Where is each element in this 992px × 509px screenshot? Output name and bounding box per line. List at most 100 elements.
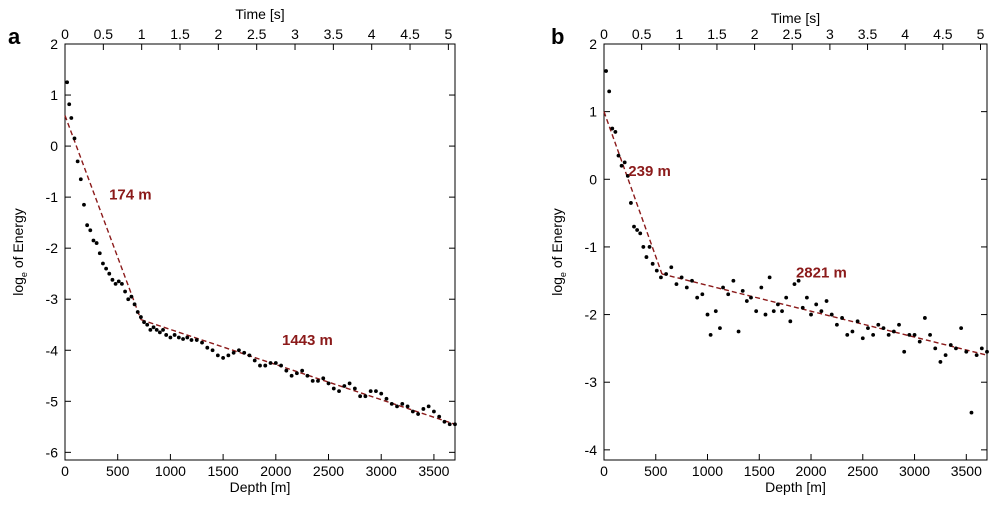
data-point bbox=[221, 356, 226, 360]
data-point bbox=[954, 346, 958, 351]
data-point bbox=[410, 409, 415, 414]
data-point bbox=[432, 409, 436, 414]
data-point bbox=[185, 335, 190, 340]
data-point bbox=[969, 410, 974, 415]
data-point bbox=[979, 346, 984, 351]
data-point bbox=[94, 241, 99, 245]
y-axis-label: loge of Energy bbox=[549, 208, 568, 296]
data-point bbox=[871, 332, 876, 337]
fit-line bbox=[603, 111, 663, 275]
data-point bbox=[625, 174, 630, 178]
y-tick-label: 2 bbox=[589, 36, 597, 52]
data-point bbox=[902, 349, 907, 354]
data-point bbox=[891, 329, 896, 334]
data-point bbox=[659, 275, 663, 280]
data-point bbox=[835, 322, 839, 327]
data-point bbox=[157, 330, 162, 335]
data-point bbox=[860, 336, 865, 341]
data-point bbox=[75, 159, 80, 164]
data-point bbox=[200, 340, 204, 345]
y-tick-label: -3 bbox=[585, 374, 598, 390]
data-point bbox=[792, 282, 797, 287]
data-point bbox=[294, 371, 299, 376]
data-point bbox=[749, 295, 753, 300]
data-point bbox=[252, 358, 257, 363]
top-tick-label: 1 bbox=[675, 26, 683, 42]
data-point bbox=[104, 266, 109, 271]
x-axis-label: Depth [m] bbox=[230, 479, 291, 495]
data-point bbox=[310, 378, 315, 383]
data-point bbox=[453, 422, 457, 427]
data-point bbox=[684, 285, 689, 290]
data-point bbox=[442, 419, 447, 424]
data-point bbox=[78, 177, 83, 182]
data-point bbox=[713, 309, 718, 314]
top-tick-label: 4 bbox=[368, 26, 376, 42]
data-point bbox=[176, 335, 181, 340]
top-tick-label: 2.5 bbox=[247, 26, 267, 42]
x-tick-label: 3000 bbox=[899, 463, 930, 479]
data-point bbox=[845, 332, 850, 337]
top-tick-label: 2.5 bbox=[783, 26, 803, 42]
data-point bbox=[305, 373, 310, 378]
data-point bbox=[129, 294, 134, 299]
top-tick-label: 4 bbox=[901, 26, 909, 42]
data-point bbox=[447, 422, 452, 427]
data-point bbox=[331, 386, 336, 391]
data-point bbox=[731, 278, 736, 283]
data-point bbox=[65, 80, 70, 85]
data-point bbox=[321, 376, 326, 381]
data-point bbox=[604, 69, 608, 73]
x-tick-label: 3500 bbox=[418, 463, 449, 479]
data-point bbox=[358, 394, 363, 399]
top-tick-label: 4.5 bbox=[933, 26, 953, 42]
panel-letter: a bbox=[8, 24, 21, 49]
data-point bbox=[161, 327, 165, 332]
data-point bbox=[819, 309, 824, 314]
annotation-label: 239 m bbox=[628, 163, 671, 180]
data-point bbox=[705, 312, 710, 317]
data-point bbox=[771, 309, 776, 314]
data-point bbox=[669, 265, 674, 270]
data-point bbox=[744, 299, 749, 303]
x-tick-label: 2500 bbox=[313, 463, 344, 479]
data-point bbox=[800, 305, 805, 310]
data-point bbox=[632, 224, 636, 229]
x-tick-label: 1500 bbox=[744, 463, 775, 479]
data-point bbox=[405, 404, 410, 409]
data-point bbox=[342, 384, 347, 388]
data-point bbox=[123, 289, 127, 294]
data-point bbox=[759, 285, 764, 290]
top-tick-label: 0 bbox=[61, 26, 69, 42]
data-point bbox=[780, 309, 784, 314]
data-point bbox=[635, 228, 640, 232]
x-tick-label: 3500 bbox=[951, 463, 982, 479]
data-point bbox=[721, 285, 725, 290]
data-point bbox=[426, 404, 431, 409]
data-point bbox=[912, 332, 917, 337]
x-tick-label: 0 bbox=[600, 463, 608, 479]
data-point bbox=[215, 353, 220, 358]
fit-line bbox=[140, 318, 456, 425]
data-point bbox=[784, 295, 789, 300]
data-point bbox=[886, 332, 891, 337]
data-point bbox=[948, 343, 953, 347]
data-point bbox=[907, 332, 912, 337]
data-point bbox=[107, 271, 112, 276]
annotation-label: 2821 m bbox=[796, 264, 847, 281]
data-point bbox=[82, 202, 86, 207]
data-point bbox=[629, 201, 633, 205]
top-tick-label: 1.5 bbox=[707, 26, 727, 42]
data-point bbox=[181, 337, 185, 341]
data-point bbox=[97, 251, 102, 256]
y-tick-label: -5 bbox=[46, 393, 59, 409]
chart-panel-a: 0 500 1000 1500 2000 2500 3000 3500 0 0.5 1 1.5 2 2.5… bbox=[8, 6, 457, 495]
data-point bbox=[368, 389, 373, 393]
x-axis-label: Depth [m] bbox=[765, 479, 826, 495]
data-point bbox=[384, 396, 389, 401]
data-point bbox=[922, 316, 927, 320]
x-tick-label: 3000 bbox=[366, 463, 397, 479]
data-point bbox=[142, 320, 146, 325]
y-tick-label: -1 bbox=[46, 189, 59, 205]
data-point bbox=[279, 363, 283, 368]
